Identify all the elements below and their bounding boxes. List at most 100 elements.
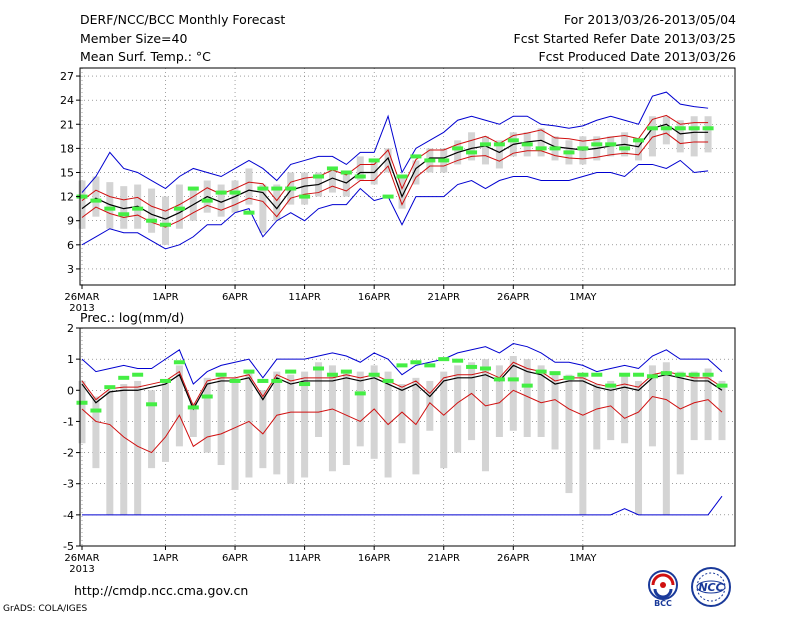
temp-member-mark xyxy=(146,218,158,223)
temp-member-mark xyxy=(479,142,491,147)
temp-member-mark xyxy=(563,150,575,155)
prec-member-mark xyxy=(215,372,227,377)
temp-member-mark xyxy=(76,194,88,199)
prec-box xyxy=(551,374,559,450)
prec-member-mark xyxy=(104,385,116,390)
temp-member-mark xyxy=(507,138,519,143)
prec-member-mark xyxy=(229,378,241,383)
prec-member-mark xyxy=(396,363,408,368)
temp-member-mark xyxy=(229,190,241,195)
temperature-chart: 3 6 9 12 15 18 21 24 27 26MAR 1APR 6APR 11APR 16APR 21… xyxy=(60,67,736,314)
temp-box xyxy=(273,184,281,221)
prec-member-mark xyxy=(90,408,102,413)
prec-box xyxy=(148,390,156,469)
temp-member-mark xyxy=(187,186,199,191)
temp-mean-line xyxy=(81,123,709,220)
temp-member-mark xyxy=(396,174,408,179)
prec-member-mark xyxy=(438,357,450,362)
prec-member-mark xyxy=(521,383,533,388)
prec-member-mark xyxy=(146,402,158,407)
prec-box xyxy=(328,365,336,472)
prec-box xyxy=(662,362,670,515)
prec-box xyxy=(231,377,239,490)
temp-y-tick-label: 18 xyxy=(60,142,74,155)
temp-box xyxy=(259,184,267,233)
prec-member-mark xyxy=(535,369,547,374)
temp-box xyxy=(161,196,169,245)
prec-lower-std-line xyxy=(81,389,723,454)
prec-box xyxy=(537,365,545,437)
forecast-produced-label: Fcst Produced Date 2013/03/26 xyxy=(538,49,736,64)
temp-member-mark xyxy=(633,138,645,143)
prec-box xyxy=(203,377,211,453)
temp-member-mark xyxy=(132,206,144,211)
temp-member-mark xyxy=(257,186,269,191)
prec-member-mark xyxy=(716,383,728,388)
temp-member-mark xyxy=(674,126,686,131)
temp-box xyxy=(648,116,656,157)
prec-member-mark xyxy=(660,371,672,376)
temp-lower-std-line xyxy=(81,132,709,228)
prec-x-tick-label: 26MAR xyxy=(64,553,99,564)
prec-x-tick-label: 1MAY xyxy=(569,553,597,564)
temp-y-tick-label: 24 xyxy=(60,94,74,107)
prec-box xyxy=(579,374,587,515)
prec-box xyxy=(259,390,267,469)
prec-member-mark xyxy=(285,369,297,374)
footer-url[interactable]: http://cmdp.ncc.cma.gov.cn xyxy=(74,583,249,598)
variable-label: Mean Surf. Temp.: °C xyxy=(80,49,211,64)
prec-member-mark xyxy=(619,372,631,377)
prec-mean-line xyxy=(81,364,723,411)
temp-x-tick-label: 21APR xyxy=(427,292,460,303)
temp-box xyxy=(342,172,350,197)
temp-member-mark xyxy=(326,166,338,171)
bcc-logo-text: BCC xyxy=(654,599,672,608)
prec-box xyxy=(635,380,643,515)
prec-member-mark xyxy=(674,372,686,377)
temp-box xyxy=(217,184,225,217)
temp-member-mark xyxy=(90,198,102,203)
prec-box xyxy=(718,380,726,441)
prec-member-mark xyxy=(563,375,575,380)
temp-frame xyxy=(79,67,736,286)
prec-member-mark xyxy=(646,374,658,379)
temp-box xyxy=(704,116,712,153)
prec-box xyxy=(78,380,86,444)
prec-x-tick-label: 26APR xyxy=(497,553,530,564)
temp-member-mark xyxy=(173,206,185,211)
temp-member-mark xyxy=(438,158,450,163)
prec-box xyxy=(676,371,684,475)
prec-member-mark xyxy=(382,378,394,383)
prec-box xyxy=(565,374,573,494)
temp-member-mark xyxy=(243,210,255,215)
prec-min-line xyxy=(82,495,723,516)
prec-y-tick-label: 1 xyxy=(67,353,74,366)
temp-member-mark xyxy=(660,126,672,131)
temp-member-mark xyxy=(646,126,658,131)
prec-member-mark xyxy=(243,369,255,374)
prec-member-mark xyxy=(702,372,714,377)
prec-x-tick-label: 11APR xyxy=(288,553,321,564)
prec-member-mark xyxy=(466,364,478,369)
temp-box xyxy=(676,120,684,153)
prec-member-mark xyxy=(187,405,199,410)
temp-member-mark xyxy=(313,174,325,179)
temp-max-line xyxy=(81,91,709,193)
temp-x-tick-label: 1MAY xyxy=(569,292,597,303)
temp-member-mark xyxy=(215,190,227,195)
prec-y-tick-label: -2 xyxy=(63,447,74,460)
prec-member-mark xyxy=(299,382,311,387)
prec-y-tick-label: 0 xyxy=(67,384,74,397)
prec-x-tick-label: 1APR xyxy=(152,553,178,564)
precipitation-chart: -5 -4 -3 -2 -1 0 1 2 26MAR 1APR 6APR 11APR 16APR 21AP… xyxy=(63,310,736,575)
prec-member-mark xyxy=(452,358,464,363)
prec-member-mark xyxy=(605,383,617,388)
bcc-logo-icon: BCC xyxy=(648,570,678,608)
prec-member-mark xyxy=(354,391,366,396)
prec-member-mark xyxy=(591,372,603,377)
prec-member-mark xyxy=(549,371,561,376)
chart-title: DERF/NCC/BCC Monthly Forecast xyxy=(80,12,286,27)
temp-x-tick-label: 11APR xyxy=(288,292,321,303)
temp-member-mark xyxy=(382,194,394,199)
